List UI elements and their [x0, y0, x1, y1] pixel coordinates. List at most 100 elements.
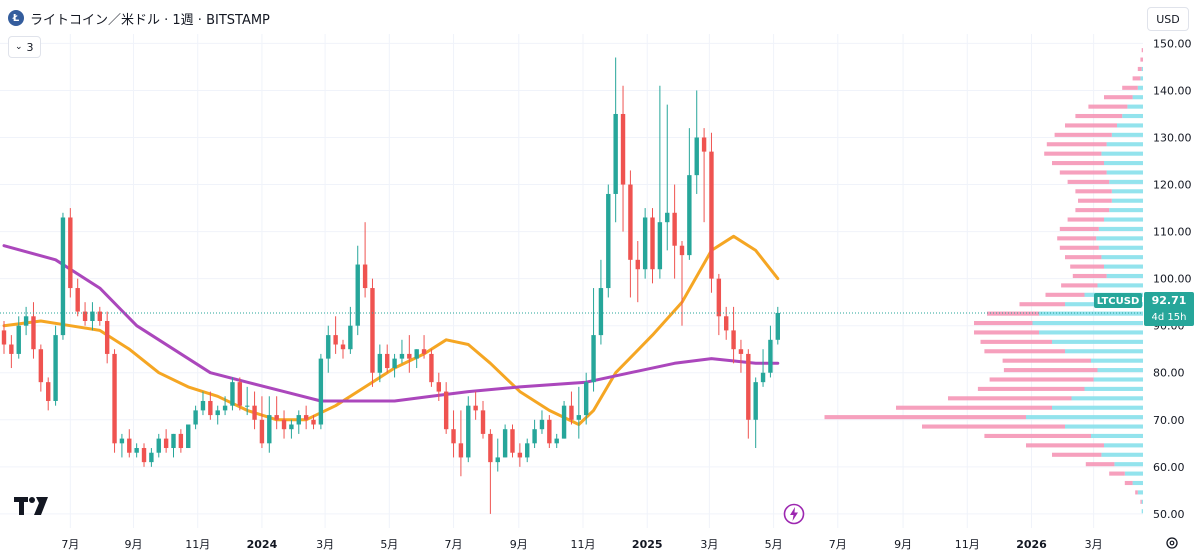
- candle-body: [186, 424, 191, 449]
- x-tick-label: 9月: [894, 538, 912, 551]
- lightning-icon[interactable]: [783, 503, 805, 525]
- candle-body: [709, 151, 714, 279]
- volume-profile-bar-up: [1026, 415, 1143, 420]
- candle-body: [193, 410, 198, 425]
- candle-body: [429, 353, 434, 383]
- volume-profile-bar-up: [1091, 358, 1143, 363]
- y-tick-label: 130.00: [1153, 132, 1192, 145]
- candle-body: [724, 316, 729, 331]
- volume-profile-bar-down: [1140, 499, 1142, 504]
- volume-profile-bar-up: [1101, 452, 1143, 457]
- volume-profile-bar-up: [1101, 151, 1143, 156]
- volume-profile-bar-down: [1070, 264, 1104, 269]
- candle-body: [82, 311, 88, 321]
- time-axis[interactable]: 7月 9月 11月 2024 3月 5月 7月 9月 11月 2025 3月 5月 7月 9月 11月 202…: [61, 538, 1102, 551]
- candle-body: [451, 429, 456, 444]
- candle-body: [672, 212, 677, 246]
- candle-body: [38, 349, 44, 383]
- volume-profile-bar-down: [1135, 490, 1138, 495]
- candle-body: [392, 358, 397, 369]
- litecoin-icon: Ł: [8, 10, 24, 26]
- volume-profile-bar-up: [1101, 255, 1143, 260]
- volume-profile-bar-up: [1114, 462, 1143, 467]
- last-price-value: 92.71: [1152, 294, 1187, 307]
- volume-profile-bar-down: [1059, 226, 1099, 231]
- volume-profile-bar-up: [1097, 283, 1143, 288]
- candle-body: [458, 443, 464, 458]
- volume-profile-bar-up: [1111, 132, 1143, 137]
- candle-body: [237, 382, 243, 406]
- candle-body: [97, 311, 103, 321]
- volume-profile-bar-up: [1084, 386, 1143, 391]
- volume-profile-bar-down: [1132, 76, 1141, 81]
- volume-profile-bar-down: [1067, 217, 1104, 222]
- candle-body: [362, 264, 368, 289]
- y-tick-label: 120.00: [1153, 179, 1192, 192]
- candle-body: [591, 335, 596, 383]
- volume-profile-bar-down: [1002, 358, 1091, 363]
- candle-body: [134, 448, 139, 453]
- candle-body: [311, 419, 316, 425]
- volume-profile-bar-down: [977, 386, 1085, 391]
- y-tick-label: 50.00: [1153, 508, 1185, 521]
- volume-profile-bar-up: [1111, 189, 1143, 194]
- volume-profile-bar-down: [974, 330, 1039, 335]
- candle-body: [178, 433, 184, 449]
- candle-body: [775, 312, 780, 340]
- chevron-down-icon: ⌄: [15, 42, 23, 52]
- y-tick-label: 140.00: [1153, 84, 1192, 97]
- candle-body: [46, 382, 51, 401]
- indicators-toggle-button[interactable]: ⌄ 3: [8, 36, 41, 58]
- candle-body: [318, 358, 324, 425]
- volume-profile-bar-down: [1046, 142, 1107, 147]
- candle-body: [90, 311, 95, 321]
- volume-profile-bar-down: [980, 339, 1052, 344]
- symbol-title[interactable]: ライトコイン／米ドル · 1週 · BITSTAMP: [30, 12, 270, 28]
- volume-profile-bar-down: [1067, 179, 1110, 184]
- candle-body: [480, 410, 486, 434]
- candle-body: [252, 405, 257, 420]
- currency-button[interactable]: USD: [1147, 7, 1189, 31]
- candle-body: [60, 217, 66, 336]
- candle-body: [768, 339, 773, 373]
- volume-profile-bar-up: [1032, 320, 1143, 326]
- y-tick-label: 80.00: [1153, 367, 1185, 380]
- x-tick-label: 7月: [829, 538, 847, 551]
- volume-profile-bar-up: [1065, 424, 1143, 429]
- volume-profile-bar-down: [1124, 480, 1133, 486]
- volume-profile-bar-up: [1104, 264, 1143, 269]
- candle-body: [606, 193, 611, 289]
- y-tick-label: 150.00: [1153, 37, 1192, 50]
- candle-body: [583, 382, 589, 416]
- candle-body: [156, 438, 161, 453]
- candle-body: [421, 349, 427, 354]
- candle-body: [171, 433, 176, 449]
- x-tick-label: 2025: [632, 538, 663, 551]
- gear-icon[interactable]: [1165, 536, 1179, 550]
- candle-body: [141, 448, 147, 463]
- bar-countdown: 4d 15h: [1152, 312, 1187, 323]
- volume-profile-bar-up: [1117, 123, 1143, 128]
- candle-body: [112, 353, 117, 444]
- volume-profile-bar-down: [1065, 255, 1102, 260]
- volume-profile-bar-down: [896, 405, 1052, 410]
- candle-body: [665, 212, 670, 223]
- candle-body: [561, 405, 567, 439]
- tradingview-logo-icon[interactable]: [14, 497, 48, 515]
- volume-profile-bar-down: [1054, 132, 1112, 137]
- volume-profile-bar-up: [1132, 95, 1143, 100]
- volume-profile-bar-down: [1141, 48, 1143, 53]
- price-axis[interactable]: 50.0060.0070.0080.0090.00100.00110.00120…: [1153, 37, 1192, 520]
- candle-body: [738, 349, 744, 354]
- volume-profile-bar-down: [1140, 57, 1143, 62]
- candle-body: [679, 245, 685, 256]
- symbol-tag-bg: [1094, 293, 1142, 308]
- x-tick-label: 5月: [765, 538, 783, 551]
- candle-body: [642, 217, 648, 270]
- candle-body: [620, 113, 626, 185]
- candle-body: [267, 415, 272, 444]
- candle-body: [716, 278, 722, 317]
- candle-body: [657, 222, 663, 270]
- candle-body: [230, 382, 235, 406]
